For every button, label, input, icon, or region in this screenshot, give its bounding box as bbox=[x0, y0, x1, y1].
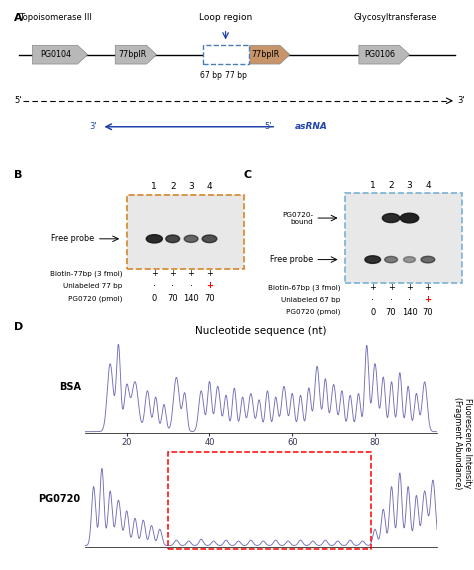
Text: ·: · bbox=[408, 295, 411, 305]
Text: 77bpIR: 77bpIR bbox=[118, 50, 147, 59]
Text: 3: 3 bbox=[407, 181, 412, 190]
Text: Biotin-67bp (3 fmol): Biotin-67bp (3 fmol) bbox=[268, 284, 340, 291]
Ellipse shape bbox=[146, 235, 163, 243]
Text: 3: 3 bbox=[188, 182, 194, 191]
Text: 2: 2 bbox=[170, 182, 175, 191]
Text: A: A bbox=[14, 13, 23, 23]
Text: C: C bbox=[244, 170, 252, 180]
Text: ·: · bbox=[190, 281, 192, 291]
FancyArrow shape bbox=[359, 45, 410, 64]
Text: 4: 4 bbox=[425, 181, 431, 190]
Ellipse shape bbox=[421, 256, 435, 263]
Bar bbox=[345, 193, 462, 283]
Text: 77bpIR: 77bpIR bbox=[252, 50, 280, 59]
Text: 1: 1 bbox=[151, 182, 157, 191]
Text: +: + bbox=[406, 283, 413, 292]
Text: 70: 70 bbox=[386, 308, 396, 317]
Text: +: + bbox=[206, 269, 213, 278]
Text: 0: 0 bbox=[370, 308, 375, 317]
Text: Free probe: Free probe bbox=[270, 255, 313, 264]
Ellipse shape bbox=[365, 256, 381, 263]
Text: 5': 5' bbox=[14, 96, 22, 105]
Bar bbox=[202, 45, 248, 64]
Ellipse shape bbox=[385, 256, 398, 263]
Ellipse shape bbox=[166, 235, 180, 243]
Text: +: + bbox=[151, 269, 158, 278]
Text: PG0720 (pmol): PG0720 (pmol) bbox=[286, 309, 340, 315]
Text: +: + bbox=[369, 283, 376, 292]
Text: 77 bp: 77 bp bbox=[225, 71, 246, 80]
Text: 70: 70 bbox=[422, 308, 433, 317]
Text: Unlabeled 67 bp: Unlabeled 67 bp bbox=[281, 297, 340, 303]
Text: 140: 140 bbox=[401, 308, 418, 317]
Text: ·: · bbox=[371, 295, 374, 305]
Text: BSA: BSA bbox=[59, 382, 81, 393]
Text: ·: · bbox=[171, 281, 174, 291]
Text: 3': 3' bbox=[458, 96, 465, 105]
Text: PG0720-
bound: PG0720- bound bbox=[282, 211, 313, 225]
Text: 140: 140 bbox=[183, 294, 199, 303]
Text: D: D bbox=[14, 322, 23, 332]
Text: PG0720 (pmol): PG0720 (pmol) bbox=[68, 295, 122, 302]
Text: Topoisomerase III: Topoisomerase III bbox=[19, 13, 92, 22]
Text: ·: · bbox=[390, 295, 392, 305]
Text: 1: 1 bbox=[370, 181, 375, 190]
Text: 67 bp: 67 bp bbox=[200, 71, 222, 80]
Text: 4: 4 bbox=[207, 182, 212, 191]
Ellipse shape bbox=[383, 214, 400, 222]
Text: 0: 0 bbox=[152, 294, 157, 303]
Text: 2: 2 bbox=[388, 181, 394, 190]
Text: Glycosyltransferase: Glycosyltransferase bbox=[354, 13, 438, 22]
Ellipse shape bbox=[403, 256, 416, 263]
Text: +: + bbox=[188, 269, 194, 278]
FancyArrow shape bbox=[248, 45, 290, 64]
Text: +: + bbox=[424, 295, 431, 304]
Text: B: B bbox=[14, 170, 22, 180]
Text: ·: · bbox=[153, 281, 156, 291]
Text: Free probe: Free probe bbox=[51, 234, 94, 243]
FancyArrow shape bbox=[32, 45, 88, 64]
Bar bbox=[127, 194, 244, 269]
Text: PG0720: PG0720 bbox=[38, 494, 81, 504]
Ellipse shape bbox=[400, 213, 419, 223]
Text: asRNA: asRNA bbox=[294, 122, 328, 131]
Text: 3': 3' bbox=[89, 122, 97, 131]
Text: PG0104: PG0104 bbox=[40, 50, 71, 59]
Text: 70: 70 bbox=[204, 294, 215, 303]
Text: +: + bbox=[206, 282, 213, 290]
Text: Fluorescence Intensity
(Fragment Abundance): Fluorescence Intensity (Fragment Abundan… bbox=[453, 397, 472, 490]
Text: Unlabeled 77 bp: Unlabeled 77 bp bbox=[63, 283, 122, 289]
Text: 70: 70 bbox=[167, 294, 178, 303]
Text: Biotin-77bp (3 fmol): Biotin-77bp (3 fmol) bbox=[50, 270, 122, 276]
Text: PG0106: PG0106 bbox=[365, 50, 396, 59]
Text: +: + bbox=[169, 269, 176, 278]
Text: +: + bbox=[388, 283, 394, 292]
FancyArrow shape bbox=[115, 45, 156, 64]
Ellipse shape bbox=[184, 235, 198, 242]
Text: Loop region: Loop region bbox=[199, 13, 252, 22]
Ellipse shape bbox=[202, 235, 217, 243]
Text: 5': 5' bbox=[264, 122, 272, 131]
Text: +: + bbox=[424, 283, 431, 292]
